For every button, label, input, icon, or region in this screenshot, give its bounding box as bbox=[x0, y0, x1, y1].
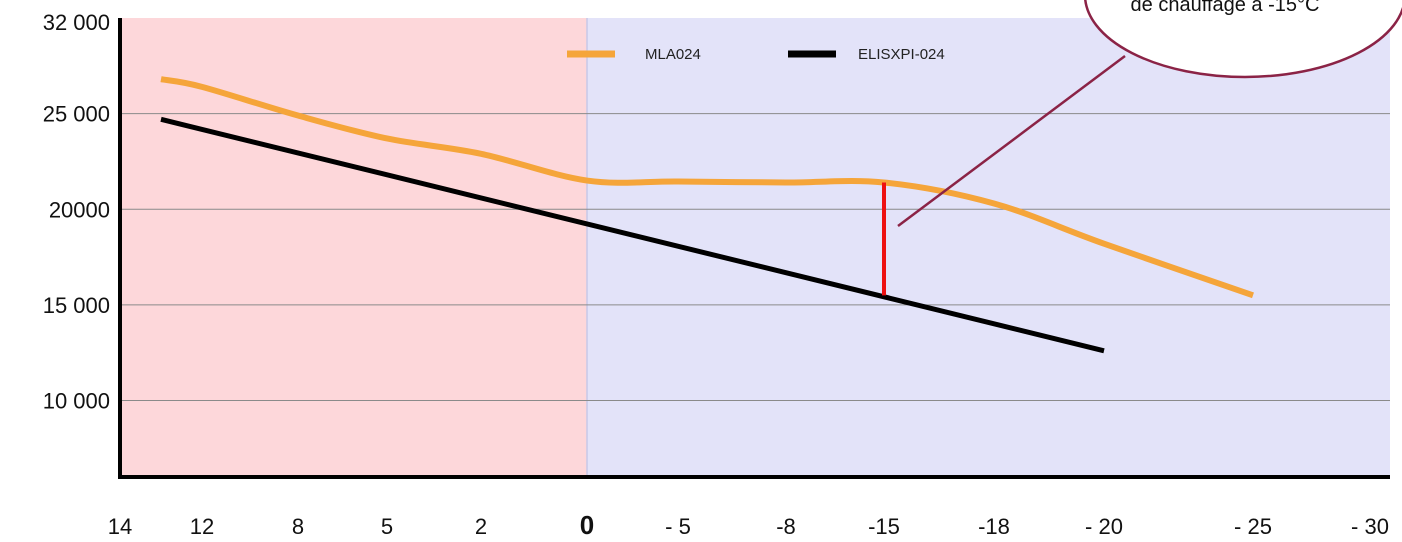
axes bbox=[118, 18, 1390, 479]
y-tick-label: 15 000 bbox=[43, 293, 110, 318]
x-tick-label: - 20 bbox=[1085, 514, 1123, 539]
y-tick-label: 20000 bbox=[49, 197, 110, 222]
x-tick-label: 2 bbox=[475, 514, 487, 539]
callout-bubble bbox=[1084, 0, 1402, 79]
x-tick-label: 12 bbox=[190, 514, 214, 539]
series-line-0 bbox=[160, 76, 1254, 299]
x-tick-label: -15 bbox=[868, 514, 900, 539]
x-tick-label: -18 bbox=[978, 514, 1010, 539]
callout: de chauffage à -15°C bbox=[897, 0, 1402, 228]
legend: MLA024 ELISXPI-024 bbox=[567, 46, 945, 63]
x-tick-label: - 30 bbox=[1351, 514, 1389, 539]
series-line-1 bbox=[160, 116, 1105, 354]
x-tick-label: - 5 bbox=[665, 514, 691, 539]
callout-text: de chauffage à -15°C bbox=[1131, 0, 1320, 16]
x-tick-label: - 25 bbox=[1234, 514, 1272, 539]
x-tick-label: -8 bbox=[776, 514, 796, 539]
x-tick-label: 8 bbox=[292, 514, 304, 539]
callout-pointer-line bbox=[897, 54, 1126, 228]
y-tick-label: 32 000 bbox=[43, 10, 110, 35]
y-tick-label: 10 000 bbox=[43, 389, 110, 414]
legend-label-0: MLA024 bbox=[645, 46, 701, 63]
x-tick-label: 14 bbox=[108, 514, 132, 539]
grid-lines bbox=[120, 113, 1390, 401]
legend-label-1: ELISXPI-024 bbox=[858, 46, 945, 63]
x-tick-labels: 14 12 8 5 2 0 - 5 -8 -15 -18 - 20 - 25 - 30 bbox=[108, 510, 1389, 540]
y-tick-label: 25 000 bbox=[43, 102, 110, 127]
x-tick-label: 5 bbox=[381, 514, 393, 539]
series-lines bbox=[160, 76, 1254, 354]
background-region-1 bbox=[587, 18, 1390, 477]
y-tick-labels: 32 000 25 000 20000 15 000 10 000 bbox=[43, 10, 110, 414]
background-regions bbox=[120, 18, 1390, 477]
x-tick-label: 0 bbox=[580, 510, 594, 540]
